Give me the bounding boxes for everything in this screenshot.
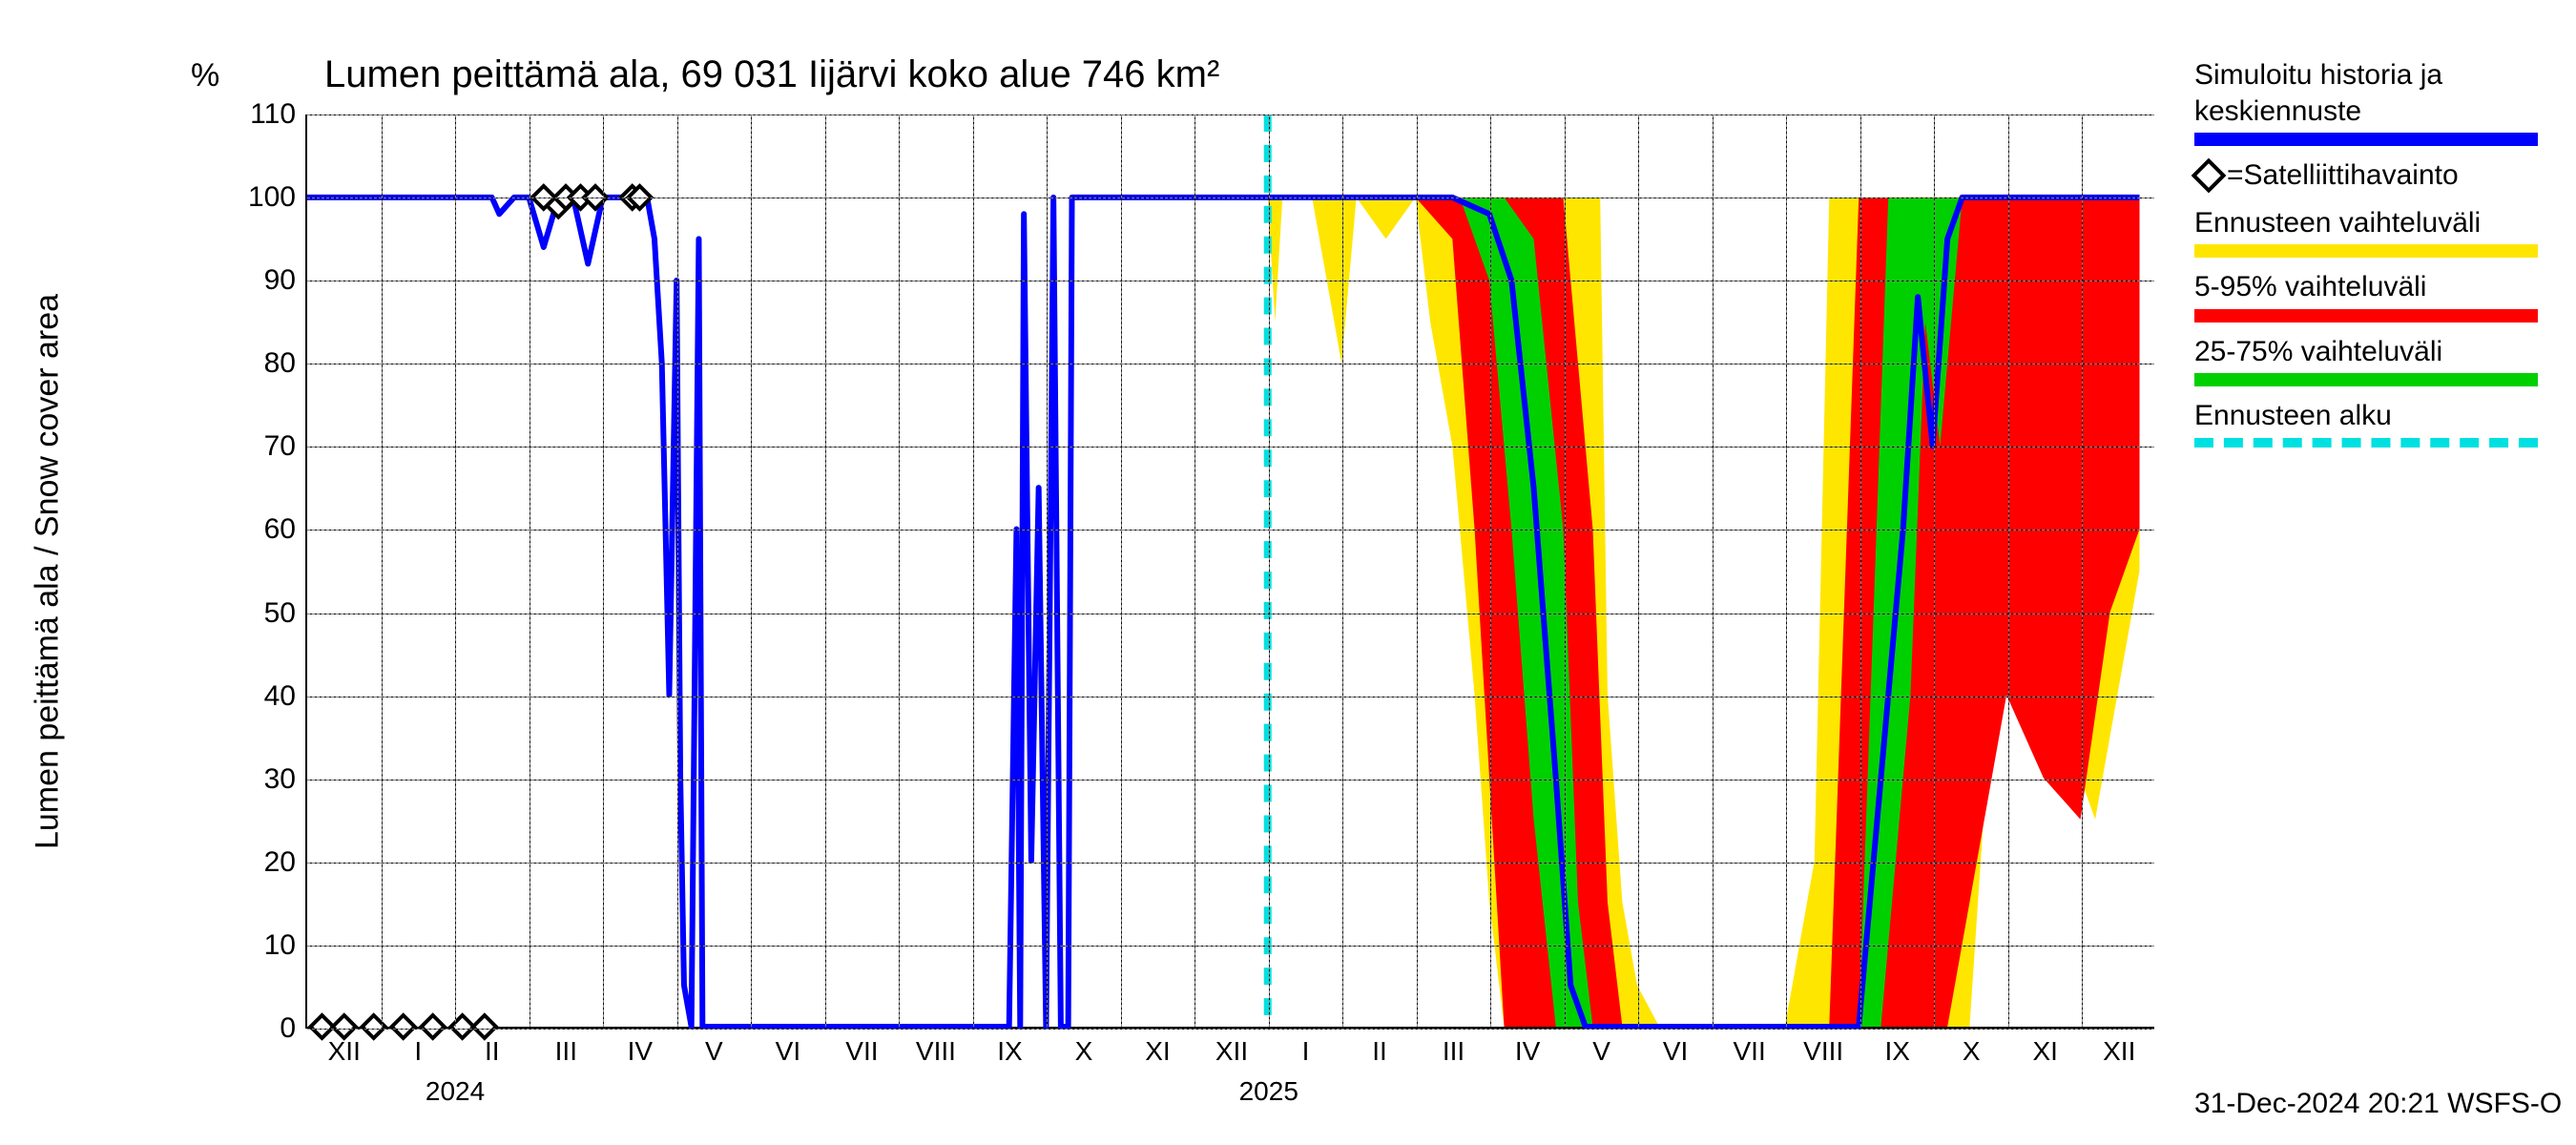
gridline-v (1121, 114, 1122, 1027)
legend-swatch (2194, 373, 2538, 386)
x-tick-label: X (1075, 1027, 1093, 1067)
y-tick-label: 60 (264, 513, 307, 546)
x-tick-label: XI (2032, 1027, 2057, 1067)
x-tick-label: IX (997, 1027, 1022, 1067)
y-axis-label: Lumen peittämä ala / Snow cover area (30, 294, 67, 849)
gridline-v (973, 114, 974, 1027)
x-tick-label: VI (776, 1027, 800, 1067)
x-tick-label: IX (1884, 1027, 1909, 1067)
x-tick-label: VI (1663, 1027, 1688, 1067)
legend-item: 25-75% vaihteluväli (2194, 334, 2538, 387)
x-tick-label: V (1592, 1027, 1610, 1067)
x-tick-label: V (705, 1027, 723, 1067)
x-tick-label: XII (2103, 1027, 2135, 1067)
gridline-v (1269, 114, 1270, 1027)
chart-svg (307, 114, 2154, 1027)
x-tick-label: X (1963, 1027, 1981, 1067)
legend-label: 25-75% vaihteluväli (2194, 334, 2538, 370)
plot-area: 0102030405060708090100110XIIIIIIIIIVVVIV… (305, 114, 2154, 1029)
x-tick-label: XI (1145, 1027, 1170, 1067)
gridline-v (1417, 114, 1418, 1027)
x-tick-label: VIII (916, 1027, 956, 1067)
y-tick-label: 30 (264, 763, 307, 796)
legend-swatch (2194, 438, 2538, 448)
y-tick-label: 100 (248, 181, 307, 214)
gridline-v (1490, 114, 1491, 1027)
gridline-v (751, 114, 752, 1027)
x-tick-label: II (1372, 1027, 1387, 1067)
legend-item: Simuloitu historia ja keskiennuste (2194, 57, 2538, 146)
y-tick-label: 70 (264, 430, 307, 463)
x-tick-label: I (414, 1027, 422, 1067)
legend-item: Ennusteen vaihteluväli (2194, 205, 2538, 259)
x-tick-label: III (555, 1027, 577, 1067)
gridline-v (2082, 114, 2083, 1027)
x-tick-label: IV (1515, 1027, 1540, 1067)
legend-label: 5-95% vaihteluväli (2194, 269, 2538, 305)
legend-swatch (2194, 309, 2538, 323)
y-tick-label: 40 (264, 680, 307, 713)
gridline-v (1786, 114, 1787, 1027)
x-tick-label: I (1302, 1027, 1310, 1067)
gridline-h (307, 447, 2154, 448)
gridline-v (899, 114, 900, 1027)
gridline-h (307, 114, 2154, 115)
x-tick-label: II (485, 1027, 500, 1067)
gridline-v (825, 114, 826, 1027)
y-tick-label: 0 (280, 1012, 307, 1045)
legend-label: Ennusteen alku (2194, 398, 2538, 434)
x-tick-label: VII (845, 1027, 878, 1067)
legend-swatch (2194, 133, 2538, 146)
legend-swatch (2194, 244, 2538, 258)
legend-label: Ennusteen vaihteluväli (2194, 205, 2538, 241)
satellite-marker (392, 1015, 415, 1038)
legend: Simuloitu historia ja keskiennuste =Satel… (2194, 57, 2538, 459)
year-label: 2024 (426, 1027, 485, 1107)
gridline-h (307, 863, 2154, 864)
legend-label: Simuloitu historia ja keskiennuste (2194, 57, 2538, 129)
chart-title: Lumen peittämä ala, 69 031 Iijärvi koko … (324, 53, 1219, 96)
legend-item: 5-95% vaihteluväli (2194, 269, 2538, 323)
gridline-h (307, 946, 2154, 947)
legend-label: =Satelliittihavainto (2227, 159, 2459, 191)
y-axis-unit: % (191, 57, 219, 94)
y-tick-label: 50 (264, 597, 307, 630)
gridline-v (382, 114, 383, 1027)
y-tick-label: 90 (264, 264, 307, 297)
x-tick-label: XII (328, 1027, 361, 1067)
x-tick-label: III (1443, 1027, 1465, 1067)
year-label: 2025 (1239, 1027, 1298, 1107)
y-tick-label: 10 (264, 929, 307, 962)
diamond-icon (2192, 158, 2227, 194)
gridline-v (677, 114, 678, 1027)
y-tick-label: 80 (264, 347, 307, 380)
gridline-v (1342, 114, 1343, 1027)
gridline-v (455, 114, 456, 1027)
x-tick-label: VIII (1803, 1027, 1843, 1067)
x-tick-label: IV (628, 1027, 653, 1067)
chart-footer: 31-Dec-2024 20:21 WSFS-O (2194, 1088, 2562, 1120)
gridline-v (1565, 114, 1566, 1027)
y-tick-label: 110 (250, 98, 307, 131)
gridline-v (2008, 114, 2009, 1027)
y-tick-label: 20 (264, 846, 307, 879)
x-tick-label: VII (1734, 1027, 1766, 1067)
legend-item: =Satelliittihavainto (2194, 157, 2538, 203)
gridline-v (1713, 114, 1714, 1027)
gridline-v (1934, 114, 1935, 1027)
snow-cover-chart: Lumen peittämä ala, 69 031 Iijärvi koko … (0, 0, 2576, 1145)
gridline-v (1860, 114, 1861, 1027)
legend-item: Ennusteen alku (2194, 398, 2538, 448)
gridline-v (1047, 114, 1048, 1027)
gridline-h (307, 780, 2154, 781)
gridline-v (1638, 114, 1639, 1027)
gridline-h (307, 530, 2154, 531)
gridline-v (603, 114, 604, 1027)
